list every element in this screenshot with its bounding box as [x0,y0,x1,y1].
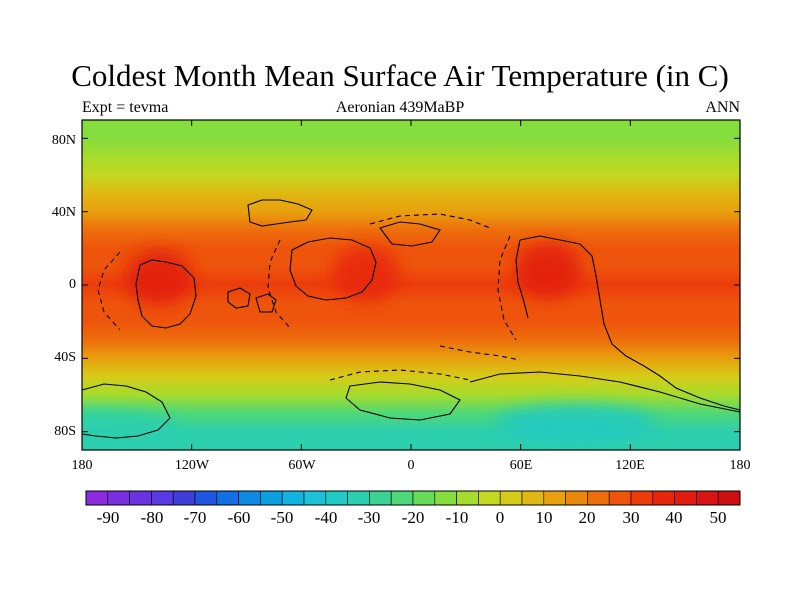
colorbar-cell [390,490,414,506]
lon-tick-label: 180 [71,458,93,473]
colorbar-cell [456,490,479,506]
colorbar-cell [347,490,370,506]
experiment-label: Expt = tevma [82,99,169,116]
lon-tick-label: 60E [509,458,533,473]
colorbar-cell [85,490,109,506]
season-label: ANN [705,99,740,116]
colorbar-label: 0 [495,508,505,527]
colorbar-label: 40 [665,508,683,527]
colorbar-cell [107,490,130,506]
continent-outlines [81,199,741,439]
coastline-small-island-2 [255,293,277,313]
lat-tick-label: 80S [54,424,76,439]
colorbar-label: -10 [445,508,469,527]
east-continent-hot [514,242,583,299]
colorbar-label: -80 [140,508,164,527]
coastline-small-island-1 [227,287,251,309]
colorbar-cell [216,490,239,506]
colorbar-cell [674,490,697,506]
colorbar-cell [630,490,654,506]
axis-ticks [81,120,741,450]
colorbar-label: -50 [270,508,294,527]
coastline-south-east-continent [469,371,741,413]
colorbar-cell [478,490,501,506]
shelf-south [329,369,471,381]
coastline-southern-continent [81,383,171,439]
colorbar-cell [281,490,305,506]
colorbar-cell [499,490,523,506]
lat-tick-label: 0 [69,277,76,292]
colorbar-label: -70 [183,508,207,527]
colorbar-cell [172,490,196,506]
coastline-central-continent [289,237,377,301]
lon-tick-label: 120W [174,458,210,473]
colorbar-cell [543,490,566,506]
colorbar-cell [434,490,457,506]
colorbar-label: 50 [709,508,727,527]
colorbar-cell [565,490,588,506]
colorbar-cell [303,490,327,506]
coastline-west-island [135,259,197,329]
map-field [82,120,740,450]
shelf-outlines [97,213,521,381]
lat-tick-label: 40N [51,205,76,220]
colorbar-cell [369,490,392,506]
lat-tick-label: 40S [54,350,76,365]
temperature-field-background [82,120,740,450]
period-label: Aeronian 439MaBP [335,99,465,116]
shelf-north [369,213,491,229]
lon-tick-label: 120E [615,458,645,473]
coastline-north-central [379,221,441,247]
colorbar-label: -40 [314,508,338,527]
colorbar-label: 20 [578,508,596,527]
south-west-cold [82,410,181,446]
shelf-east [497,235,517,341]
colorbar-cell [151,490,174,506]
colorbar-label: -90 [96,508,120,527]
colorbar-cell [696,490,719,506]
colorbar-cell [129,490,152,506]
coastline-east-west-edge [515,239,529,319]
colorbar-label: -30 [357,508,381,527]
colorbar-label: 30 [622,508,640,527]
colorbar-label: 10 [535,508,553,527]
lon-tick-label: 180 [729,458,751,473]
lon-tick-label: 0 [407,458,415,473]
colorbar-cell [587,490,610,506]
coastline-south-central [345,381,461,421]
south-pole-cold [495,404,656,441]
shelf-far-south [439,345,521,361]
colorbar-label: -60 [227,508,251,527]
map-title: Coldest Month Mean Surface Air Temperatu… [71,58,729,93]
colorbar-cell [194,490,218,506]
temperature-anomalies [82,242,656,446]
colorbar-cell [412,490,436,506]
colorbar-cell [717,490,741,506]
colorbar-cell [325,490,348,506]
shelf-central [267,239,291,329]
central-continent-hot [331,246,400,302]
colorbar-cell [608,490,632,506]
shelf-west [97,251,121,331]
lon-tick-label: 60W [288,458,316,473]
colorbar-cell [521,490,545,506]
colorbar-cell [652,490,675,506]
colorbar [85,490,741,506]
lat-tick-label: 80N [51,133,76,148]
west-continent-hot [124,249,193,306]
colorbar-frame [85,490,741,506]
colorbar-cell [238,490,261,506]
colorbar-label: -20 [401,508,425,527]
colorbar-cell [260,490,283,506]
coastline-east-continent [519,235,741,411]
coastline-north-island [247,199,313,227]
colorbar-cells [85,490,741,506]
